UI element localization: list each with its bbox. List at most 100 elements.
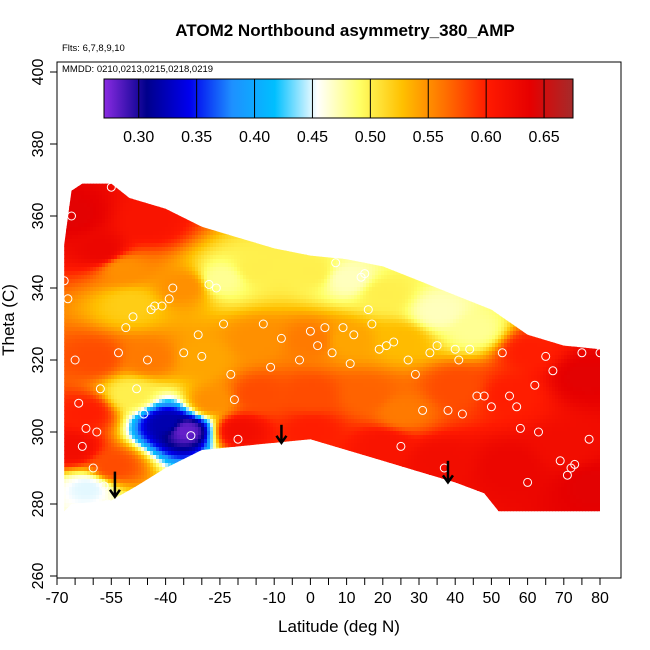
heat-cell: [87, 198, 91, 203]
heat-cell: [64, 402, 67, 407]
heat-cell: [105, 406, 109, 411]
heat-cell: [93, 438, 97, 443]
heat-cell: [96, 234, 100, 239]
heat-cell: [102, 234, 106, 239]
heat-cell: [84, 478, 88, 483]
heat-cell: [78, 338, 82, 343]
heat-cell: [66, 366, 70, 371]
heat-cell: [177, 190, 181, 195]
heat-cell: [120, 310, 124, 315]
heat-cell: [183, 462, 187, 467]
heat-cell: [60, 470, 64, 475]
heat-cell: [72, 346, 76, 351]
heat-cell: [108, 514, 112, 519]
heat-cell: [72, 450, 76, 455]
heat-cell: [102, 178, 106, 183]
heat-cell: [72, 362, 76, 367]
heat-cell: [114, 462, 118, 467]
heat-cell: [81, 342, 85, 347]
heat-cell: [105, 474, 109, 479]
heat-cell: [93, 186, 97, 191]
heat-cell: [213, 198, 217, 203]
heat-cell: [93, 390, 97, 395]
heat-cell: [90, 482, 94, 487]
heat-cell: [183, 178, 187, 183]
heat-cell: [216, 514, 220, 519]
heat-cell: [69, 298, 73, 303]
heat-cell: [201, 183, 205, 187]
heat-cell: [93, 242, 97, 247]
heat-cell: [75, 442, 79, 447]
heat-cell: [216, 210, 220, 215]
heat-cell: [66, 194, 70, 199]
heat-cell: [150, 486, 154, 491]
heat-cell: [96, 286, 100, 291]
heat-cell: [60, 506, 64, 511]
heat-cell: [60, 290, 64, 295]
heat-cell: [180, 474, 184, 479]
heat-cell: [144, 482, 148, 487]
heat-cell: [105, 202, 109, 207]
heat-cell: [129, 186, 133, 191]
heat-cell: [87, 426, 91, 431]
heat-cell: [138, 494, 142, 499]
heat-cell: [96, 458, 100, 463]
heat-cell: [78, 506, 82, 511]
heat-cell: [90, 394, 94, 399]
heat-cell: [99, 326, 103, 331]
heat-cell: [84, 310, 88, 315]
heat-cell: [69, 334, 73, 339]
heat-cell: [156, 494, 160, 499]
heat-cell: [66, 514, 70, 519]
heat-cell: [108, 326, 112, 331]
heat-cell: [78, 190, 82, 195]
heat-cell: [78, 482, 82, 487]
heat-cell: [108, 354, 112, 359]
heat-cell: [183, 510, 187, 512]
heat-cell: [207, 510, 211, 512]
heat-cell: [177, 506, 181, 511]
heat-cell: [108, 346, 112, 351]
heat-cell: [102, 310, 106, 315]
heat-cell: [192, 462, 196, 467]
heat-cell: [90, 286, 94, 291]
heat-cell: [114, 502, 118, 507]
heat-cell: [87, 246, 91, 251]
heat-cell: [93, 254, 97, 259]
heat-cell: [66, 326, 70, 331]
heat-cell: [64, 382, 67, 387]
heat-cell: [162, 490, 166, 495]
heat-cell: [108, 494, 112, 499]
heat-cell: [69, 446, 73, 451]
heat-cell: [78, 266, 82, 271]
heat-cell: [60, 222, 64, 227]
heat-cell: [90, 254, 94, 259]
heat-cell: [117, 454, 121, 459]
heat-cell: [114, 194, 118, 199]
heat-cell: [87, 370, 91, 375]
heat-cell: [87, 250, 91, 255]
heat-cell: [60, 466, 64, 471]
heat-cell: [96, 446, 100, 451]
heat-cell: [93, 346, 97, 351]
heat-cell: [123, 286, 127, 291]
heat-cell: [57, 418, 61, 423]
heat-cell: [57, 306, 61, 311]
heat-cell: [111, 202, 115, 207]
heat-cell: [210, 458, 214, 463]
heat-cell: [120, 486, 124, 491]
heat-cell: [57, 386, 61, 391]
heat-cell: [117, 202, 121, 207]
heat-cell: [216, 470, 220, 475]
heat-cell: [87, 434, 91, 439]
heat-cell: [198, 214, 202, 219]
heat-cell: [57, 458, 61, 463]
heat-cell: [78, 498, 82, 503]
heat-cell: [105, 270, 109, 275]
heat-cell: [207, 174, 211, 179]
heat-cell: [84, 198, 88, 203]
heat-cell: [90, 510, 94, 512]
heat-cell: [117, 258, 121, 263]
heat-cell: [69, 274, 73, 279]
heat-cell: [69, 430, 73, 435]
